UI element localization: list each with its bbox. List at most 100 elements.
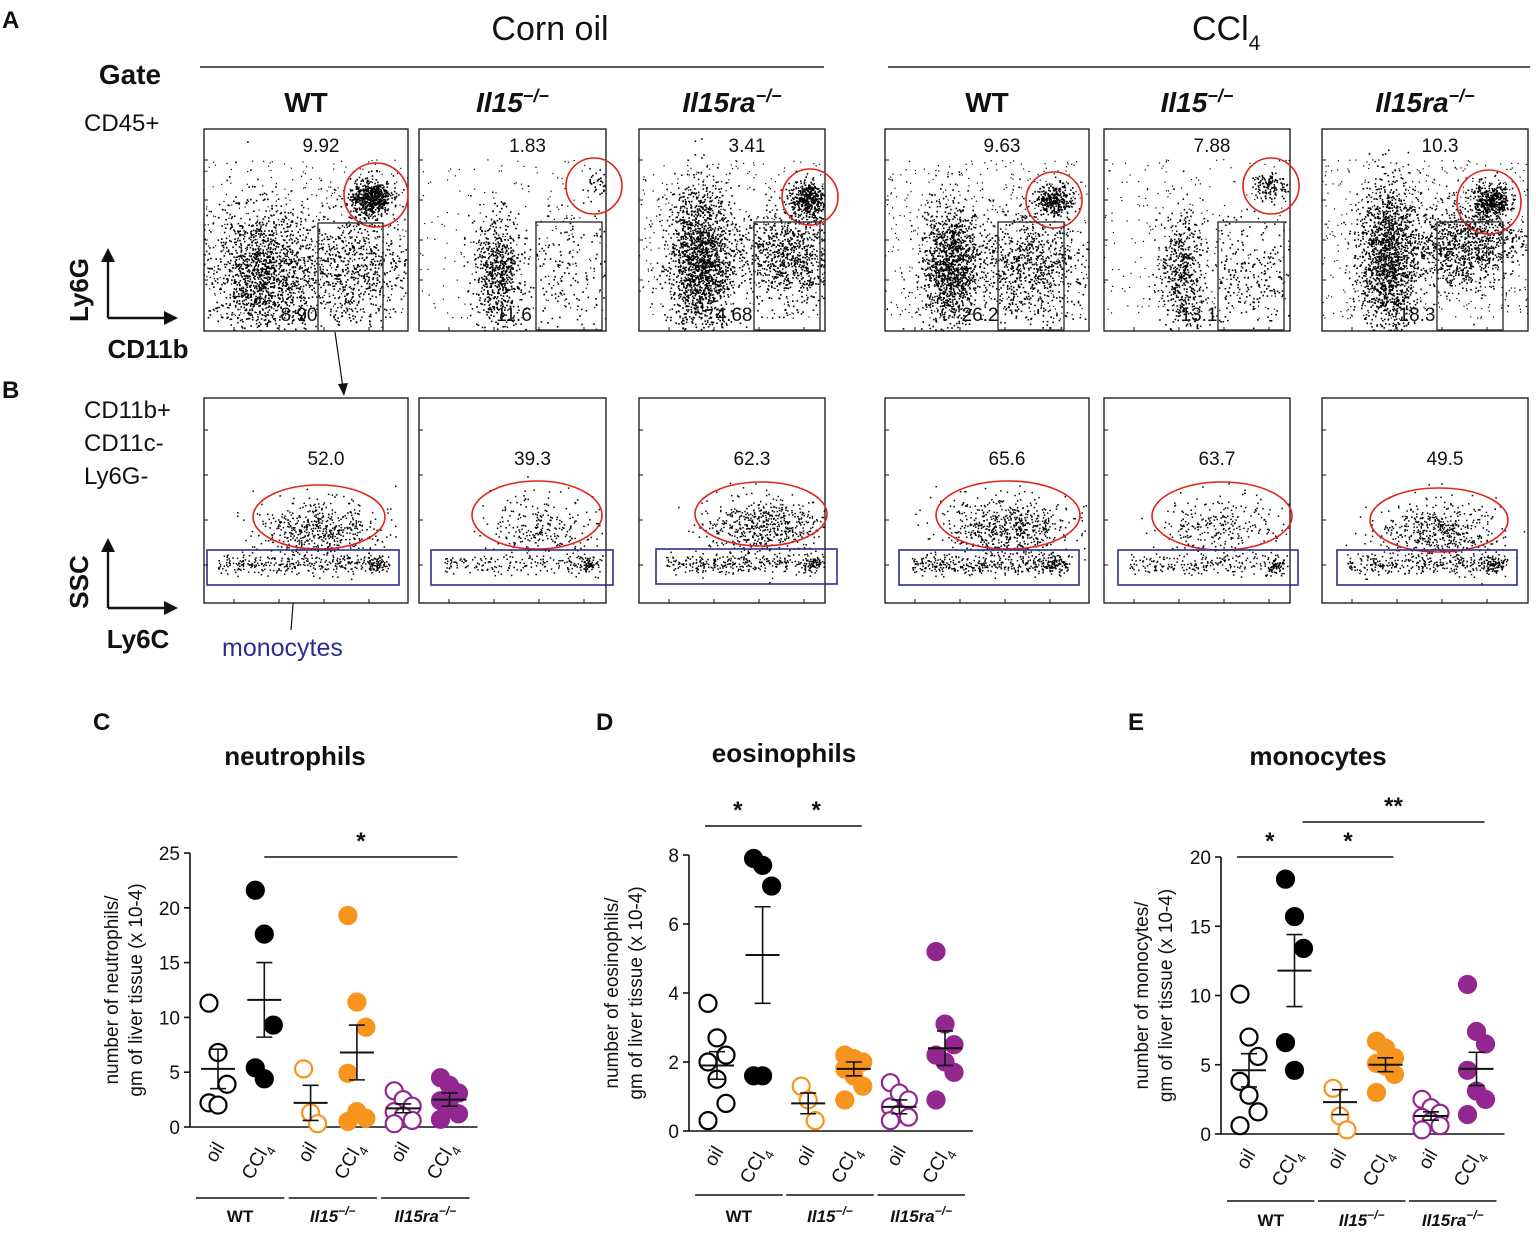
y-tick-label: 15 <box>1190 917 1211 938</box>
significance-star: ** <box>1384 793 1403 820</box>
group-label: Il15−/− <box>310 1204 356 1226</box>
data-point <box>254 1069 274 1089</box>
axis-arrows-a <box>101 248 178 325</box>
y-tick-label: 15 <box>159 954 180 975</box>
x-category-label: oil <box>792 1143 820 1170</box>
eosinophil-percent: 65.6 <box>989 449 1026 470</box>
plot-frame <box>884 128 1090 332</box>
monocyte-gate <box>1117 549 1299 586</box>
data-point <box>1457 1105 1478 1125</box>
neutrophil-percent: 9.63 <box>984 136 1021 157</box>
plot-frame <box>884 397 1090 604</box>
y-tick-label: 10 <box>159 1008 180 1029</box>
y-tick-label: 8 <box>668 846 679 867</box>
group-0: oil <box>698 993 736 1170</box>
data-point <box>402 1110 422 1131</box>
neutrophil-percent: 3.41 <box>729 136 766 157</box>
cd11b-percent: 13.1 <box>1181 305 1218 326</box>
eosinophil-gate <box>471 480 603 550</box>
monocyte-gate <box>1336 549 1518 586</box>
flow-plot-b: 49.5 <box>1321 397 1529 604</box>
data-point <box>1323 1078 1343 1098</box>
x-category-label: CCl4 <box>238 1139 279 1185</box>
row-a-x-axis-label: CD11b <box>108 334 189 364</box>
x-category-label: oil <box>1324 1146 1352 1173</box>
data-point <box>926 1090 946 1110</box>
cd11b-gate <box>997 221 1065 331</box>
group-0: oil <box>1230 984 1268 1173</box>
genotype-headers: WT Il15−/− Il15ra−/− WT Il15−/− Il15ra−/− <box>284 86 1475 118</box>
data-point <box>1230 1116 1250 1136</box>
significance-star: * <box>1265 828 1275 855</box>
dots <box>666 482 825 584</box>
panel-letter-c: C <box>93 709 110 736</box>
monocyte-gate <box>430 549 614 586</box>
y-tick-label: 5 <box>169 1063 180 1084</box>
data-point <box>898 1107 919 1127</box>
data-point <box>308 1114 328 1134</box>
group-2: oil <box>1323 1078 1357 1173</box>
data-point <box>835 1090 855 1110</box>
row-b-x-axis-label: Ly6C <box>107 624 170 654</box>
group-3: CCl4 <box>827 1045 873 1189</box>
cd11b-gate <box>317 222 384 332</box>
group-1: CCl4 <box>1268 869 1314 1192</box>
gate-label: Gate <box>99 59 161 90</box>
data-point <box>356 1017 376 1037</box>
data-point <box>430 1109 451 1129</box>
dots <box>885 160 1089 331</box>
flow-plot-a: 1.83 11.6 <box>418 128 623 332</box>
group-2: oil <box>791 1076 826 1170</box>
data-point <box>1275 869 1296 889</box>
data-point <box>294 1059 314 1079</box>
eosinophil-percent: 52.0 <box>308 449 345 470</box>
x-category-label: oil <box>883 1143 911 1170</box>
neutrophil-percent: 9.92 <box>303 136 340 157</box>
data-point <box>752 1066 773 1086</box>
dots <box>1104 159 1290 331</box>
plot-frame <box>1321 128 1529 332</box>
data-point <box>944 1062 964 1082</box>
data-point <box>1384 1064 1405 1085</box>
group-1: CCl4 <box>238 880 283 1185</box>
genotype-header: Il15ra−/− <box>682 86 782 118</box>
neutrophil-gate <box>1025 171 1083 229</box>
flow-plot-b: 65.6 <box>884 397 1090 604</box>
neutrophil-percent: 7.88 <box>1194 136 1231 157</box>
panel-letter-b: B <box>2 377 19 404</box>
group-label: Il15ra−/− <box>890 1204 952 1226</box>
data-point <box>716 1045 736 1065</box>
y-tick-label: 20 <box>159 899 180 920</box>
x-category-label: oil <box>701 1143 729 1170</box>
x-category-label: oil <box>202 1139 230 1166</box>
x-category-label: oil <box>1233 1146 1261 1173</box>
data-point <box>1475 1089 1496 1109</box>
x-category-label: CCl4 <box>1268 1146 1309 1192</box>
eosinophil-gate <box>935 480 1081 550</box>
gate-cd45: CD45+ <box>84 110 159 137</box>
group-2: oil <box>293 1059 328 1166</box>
y-tick-label: 0 <box>169 1118 180 1139</box>
plot-frame <box>203 397 409 604</box>
cd11b-gate <box>1436 221 1504 331</box>
panel-letter-a: A <box>2 7 19 34</box>
flow-row-a: 9.92 8.90 1.83 11.6 3.41 4.68 9.63 26.2 7.88 13.1… <box>203 128 1529 332</box>
data-point <box>208 1095 228 1115</box>
x-category-label: CCl4 <box>423 1139 464 1185</box>
x-category-label: CCl4 <box>827 1143 868 1189</box>
group-3: CCl4 <box>1359 1031 1405 1190</box>
monocyte-gate <box>898 549 1080 586</box>
y-tick-label: 20 <box>1190 848 1211 869</box>
data-point <box>1275 1032 1296 1053</box>
group-3: CCl4 <box>331 905 376 1183</box>
data-point <box>356 1108 376 1128</box>
row-b-y-axis-label: SSC <box>64 555 94 609</box>
y-tick-label: 0 <box>1200 1125 1211 1146</box>
eosinophil-percent: 49.5 <box>1427 449 1464 470</box>
data-point <box>1284 906 1305 927</box>
data-point <box>761 876 782 896</box>
neutrophil-percent: 10.3 <box>1422 136 1459 157</box>
flow-plot-a: 9.92 8.90 <box>203 128 409 332</box>
plot-frame <box>1103 397 1291 604</box>
data-point <box>1284 1060 1305 1080</box>
